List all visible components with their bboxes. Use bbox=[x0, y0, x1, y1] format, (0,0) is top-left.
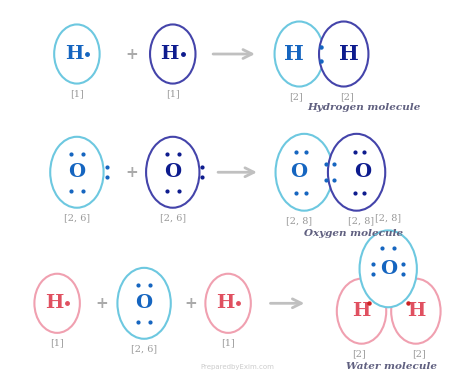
Text: [2]: [2] bbox=[352, 349, 365, 358]
Ellipse shape bbox=[391, 279, 441, 344]
Ellipse shape bbox=[319, 22, 368, 86]
Ellipse shape bbox=[150, 25, 195, 84]
Text: H: H bbox=[339, 44, 359, 64]
Ellipse shape bbox=[54, 25, 100, 84]
Ellipse shape bbox=[50, 137, 104, 208]
Text: [2, 6]: [2, 6] bbox=[131, 344, 157, 353]
Text: +: + bbox=[125, 165, 137, 180]
Text: +: + bbox=[125, 47, 137, 61]
Text: O: O bbox=[136, 294, 153, 312]
Text: [1]: [1] bbox=[70, 89, 84, 98]
Text: [2, 8]: [2, 8] bbox=[375, 213, 401, 222]
Ellipse shape bbox=[146, 137, 200, 208]
Text: H: H bbox=[161, 45, 179, 63]
Text: Hydrogen molecule: Hydrogen molecule bbox=[307, 103, 420, 112]
Text: [1]: [1] bbox=[166, 89, 180, 98]
Text: O: O bbox=[354, 163, 371, 181]
Text: H: H bbox=[407, 302, 425, 320]
Text: [1]: [1] bbox=[50, 338, 64, 347]
Text: H: H bbox=[216, 294, 234, 312]
Ellipse shape bbox=[337, 279, 386, 344]
Text: [2]: [2] bbox=[290, 92, 303, 101]
Text: +: + bbox=[95, 296, 108, 311]
Ellipse shape bbox=[275, 134, 333, 211]
Text: O: O bbox=[164, 163, 182, 181]
Text: Oxygen molecule: Oxygen molecule bbox=[304, 229, 403, 238]
Text: H: H bbox=[352, 302, 371, 320]
Ellipse shape bbox=[118, 268, 171, 339]
Ellipse shape bbox=[35, 274, 80, 333]
Text: O: O bbox=[380, 260, 397, 278]
Text: [2]: [2] bbox=[412, 349, 426, 358]
Text: +: + bbox=[184, 296, 197, 311]
Ellipse shape bbox=[205, 274, 251, 333]
Text: [1]: [1] bbox=[221, 338, 235, 347]
Text: [2, 6]: [2, 6] bbox=[160, 213, 186, 222]
Text: H: H bbox=[65, 45, 83, 63]
Ellipse shape bbox=[328, 134, 385, 211]
Text: O: O bbox=[290, 163, 307, 181]
Text: [2, 8]: [2, 8] bbox=[348, 216, 374, 225]
Ellipse shape bbox=[360, 230, 417, 307]
Text: H: H bbox=[284, 44, 304, 64]
Text: [2]: [2] bbox=[340, 92, 354, 101]
Text: O: O bbox=[68, 163, 85, 181]
Text: [2, 6]: [2, 6] bbox=[64, 213, 90, 222]
Text: PreparedbyExim.com: PreparedbyExim.com bbox=[200, 364, 274, 370]
Text: H: H bbox=[45, 294, 64, 312]
Text: [2, 8]: [2, 8] bbox=[286, 216, 312, 225]
Ellipse shape bbox=[274, 22, 324, 86]
Text: Water molecule: Water molecule bbox=[346, 362, 437, 371]
